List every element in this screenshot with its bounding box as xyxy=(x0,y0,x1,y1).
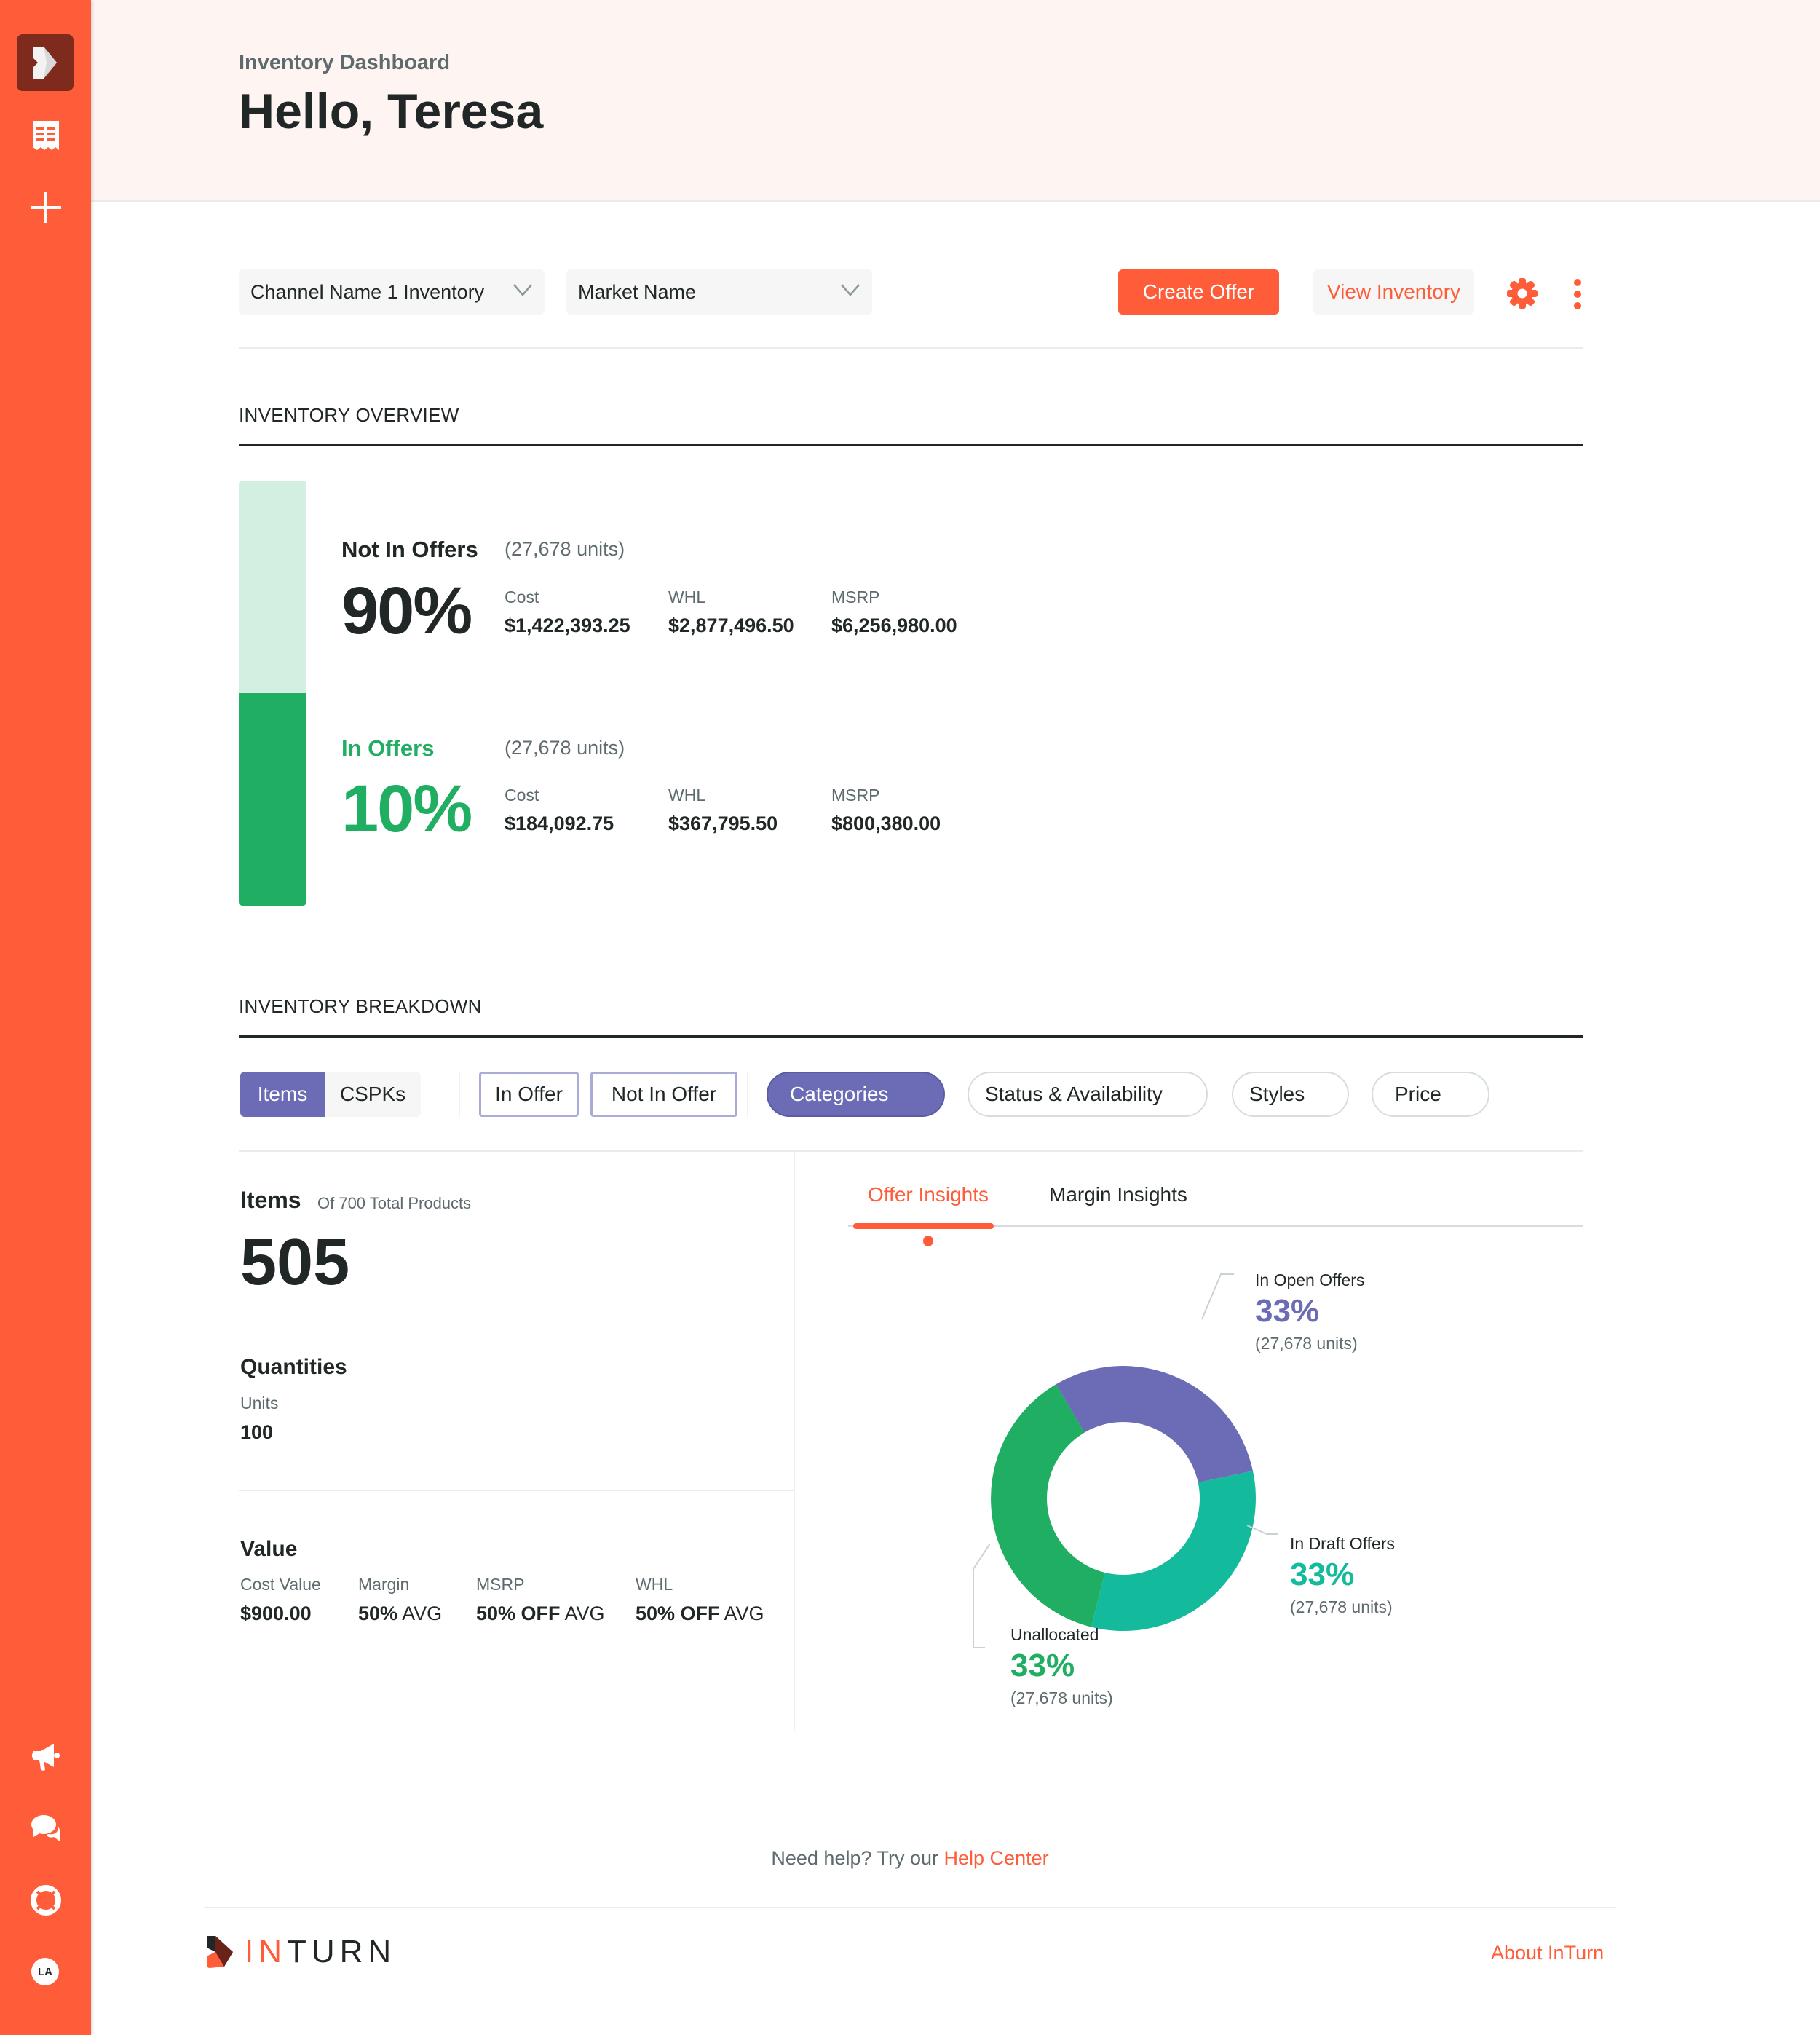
in-offers-cost: $184,092.75 xyxy=(505,813,614,834)
tab-offer-insights[interactable]: Offer Insights xyxy=(868,1183,989,1206)
footer-divider xyxy=(204,1907,1616,1908)
breakdown-title: INVENTORY BREAKDOWN xyxy=(239,995,482,1017)
lifebuoy-icon[interactable] xyxy=(29,1884,63,1917)
filter-not-in-offer[interactable]: Not In Offer xyxy=(590,1072,737,1117)
chevron-down-icon xyxy=(513,284,532,296)
breakdown-rule xyxy=(239,1035,1583,1038)
breadcrumb: Inventory Dashboard xyxy=(239,51,451,74)
overview-title: INVENTORY OVERVIEW xyxy=(239,404,459,426)
not-in-offers-bar xyxy=(239,481,306,693)
margin-label: Margin xyxy=(358,1575,410,1594)
not-in-offers-cost-label: Cost xyxy=(505,588,539,606)
page-header: Inventory Dashboard Hello, Teresa xyxy=(91,0,1820,202)
active-tab-indicator xyxy=(853,1223,994,1229)
whl-label: WHL xyxy=(636,1575,673,1594)
msrp-label: MSRP xyxy=(476,1575,525,1594)
pill-price[interactable]: Price xyxy=(1372,1072,1489,1117)
kebab-menu-icon[interactable] xyxy=(1570,278,1586,310)
segment-unallocated[interactable] xyxy=(991,1384,1105,1627)
pill-status-availability[interactable]: Status & Availability xyxy=(968,1072,1208,1117)
cost-value: $900.00 xyxy=(240,1603,312,1624)
leader-line-unallocated xyxy=(973,1543,991,1648)
user-avatar[interactable]: LA xyxy=(31,1958,59,1985)
not-in-offers-units: (27,678 units) xyxy=(505,538,625,560)
in-offers-label: In Offers xyxy=(341,735,435,761)
pill-categories[interactable]: Categories xyxy=(767,1072,945,1117)
leader-line-open xyxy=(1201,1273,1234,1320)
plus-icon[interactable] xyxy=(29,191,63,224)
margin-value: 50% AVG xyxy=(358,1603,443,1624)
create-offer-button[interactable]: Create Offer xyxy=(1118,269,1279,315)
in-offers-whl-label: WHL xyxy=(668,786,706,805)
value-title: Value xyxy=(240,1537,298,1561)
not-in-offers-whl-label: WHL xyxy=(668,588,706,606)
units-value: 100 xyxy=(240,1421,274,1443)
msrp-value: 50% OFF AVG xyxy=(476,1603,605,1624)
in-offers-bar xyxy=(239,693,306,906)
inturn-logo-button[interactable] xyxy=(17,34,74,91)
not-in-offers-percent: 90% xyxy=(341,574,472,648)
not-in-offers-msrp: $6,256,980.00 xyxy=(831,615,957,636)
market-select-value: Market Name xyxy=(578,280,697,303)
not-in-offers-whl: $2,877,496.50 xyxy=(668,615,794,636)
channel-select[interactable]: Channel Name 1 Inventory xyxy=(239,269,545,315)
items-title: Items xyxy=(240,1187,301,1213)
filter-in-offer[interactable]: In Offer xyxy=(479,1072,579,1117)
items-subtitle: Of 700 Total Products xyxy=(317,1194,472,1212)
breakdown-divider xyxy=(239,1150,1583,1152)
inturn-logo-icon xyxy=(207,1936,233,1968)
pill-styles[interactable]: Styles xyxy=(1232,1072,1349,1117)
gear-icon[interactable] xyxy=(1506,277,1539,310)
leader-line-draft xyxy=(1246,1525,1278,1535)
in-offers-whl: $367,795.50 xyxy=(668,813,778,834)
whl-value: 50% OFF AVG xyxy=(636,1603,764,1624)
units-label: Units xyxy=(240,1394,279,1412)
filter-separator xyxy=(747,1072,748,1117)
panel-separator xyxy=(794,1152,795,1731)
inturn-brand-logo: INTURN xyxy=(205,1934,396,1970)
chat-icon[interactable] xyxy=(29,1811,63,1845)
brand-wordmark: INTURN xyxy=(245,1934,397,1969)
page-title: Hello, Teresa xyxy=(239,84,544,139)
not-in-offers-label: Not In Offers xyxy=(341,537,478,562)
left-panel-divider xyxy=(239,1490,794,1491)
in-offers-units: (27,678 units) xyxy=(505,737,625,759)
receipt-icon[interactable] xyxy=(29,119,63,153)
unit-toggle: Items CSPKs xyxy=(240,1072,421,1117)
toolbar-divider xyxy=(239,347,1583,349)
not-in-offers-msrp-label: MSRP xyxy=(831,588,880,606)
megaphone-icon[interactable] xyxy=(29,1740,63,1774)
segment-in-open-offers[interactable] xyxy=(1056,1366,1254,1483)
segment-in-draft-offers[interactable] xyxy=(1091,1471,1256,1631)
active-tab-dot xyxy=(923,1236,933,1246)
help-center-link[interactable]: Help Center xyxy=(943,1847,1049,1869)
not-in-offers-cost: $1,422,393.25 xyxy=(505,615,630,636)
in-offers-msrp-label: MSRP xyxy=(831,786,880,805)
items-count: 505 xyxy=(240,1226,350,1299)
inturn-logo-icon xyxy=(33,47,57,79)
view-inventory-button[interactable]: View Inventory xyxy=(1313,269,1474,315)
cost-value-label: Cost Value xyxy=(240,1575,321,1594)
overview-rule xyxy=(239,444,1583,446)
toggle-cspks[interactable]: CSPKs xyxy=(339,1083,406,1105)
tabs-underline xyxy=(848,1225,1583,1227)
chevron-down-icon xyxy=(841,284,860,296)
offer-insights-donut-chart xyxy=(973,1273,1278,1648)
in-offers-msrp: $800,380.00 xyxy=(831,813,941,834)
tab-margin-insights[interactable]: Margin Insights xyxy=(1049,1183,1187,1206)
toggle-items[interactable]: Items xyxy=(240,1072,325,1117)
in-offers-cost-label: Cost xyxy=(505,786,539,805)
quantities-title: Quantities xyxy=(240,1355,347,1379)
about-inturn-link[interactable]: About InTurn xyxy=(1491,1942,1605,1964)
in-offers-percent: 10% xyxy=(341,772,472,846)
filter-separator xyxy=(459,1072,460,1117)
channel-select-value: Channel Name 1 Inventory xyxy=(250,280,485,303)
help-text: Need help? Try our Help Center xyxy=(771,1847,1049,1869)
sidebar: LA xyxy=(0,0,91,2035)
market-select[interactable]: Market Name xyxy=(566,269,872,315)
